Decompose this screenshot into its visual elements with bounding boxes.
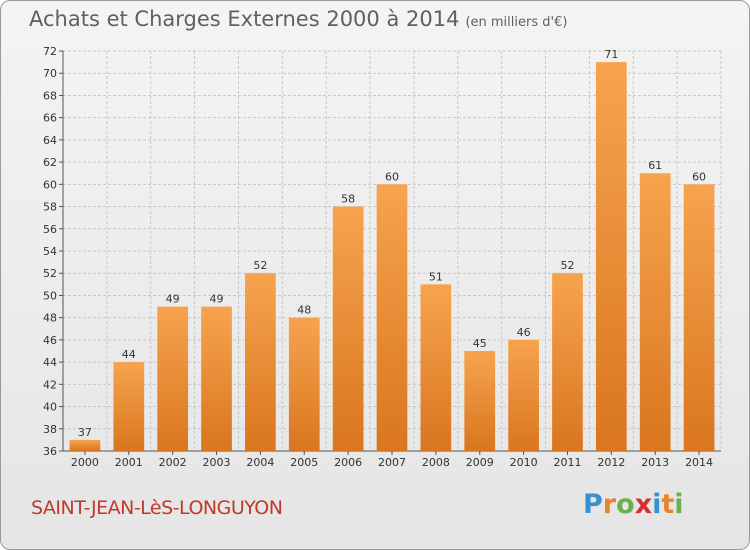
x-tick-label: 2004 <box>246 456 274 469</box>
chart-title: Achats et Charges Externes 2000 à 2014 (e… <box>29 7 567 31</box>
proxiti-logo: Proxiti <box>583 489 684 520</box>
x-tick-label: 2002 <box>159 456 187 469</box>
logo-letter: i <box>652 489 662 520</box>
value-label: 58 <box>341 193 355 206</box>
bar <box>595 62 627 451</box>
value-label: 49 <box>210 293 224 306</box>
y-tick-label: 52 <box>43 267 57 280</box>
y-tick-label: 40 <box>43 401 57 414</box>
value-label: 52 <box>253 259 267 272</box>
y-tick-label: 54 <box>43 245 57 258</box>
x-tick-label: 2014 <box>685 456 713 469</box>
logo-letter: o <box>616 489 635 520</box>
axes: 36 38 40 42 44 46 48 50 52 54 56 58 60 62 64 66 68 70 72 20… <box>43 45 721 469</box>
value-label: 44 <box>122 348 136 361</box>
value-label: 52 <box>560 259 574 272</box>
bars: 37 44 49 49 52 48 58 60 51 45 46 52 71 61 60 <box>69 48 715 452</box>
bar <box>113 362 145 451</box>
value-label: 51 <box>429 270 443 283</box>
y-tick-label: 72 <box>43 45 57 58</box>
logo-letter: x <box>634 489 653 520</box>
logo-letter: t <box>661 489 675 520</box>
y-tick-label: 70 <box>43 67 57 80</box>
y-tick-label: 60 <box>43 178 57 191</box>
y-tick-label: 46 <box>43 334 57 347</box>
x-tick-label: 2010 <box>510 456 538 469</box>
bar <box>69 439 101 451</box>
bar <box>464 351 496 451</box>
bar <box>639 173 671 451</box>
x-tick-label: 2006 <box>334 456 362 469</box>
value-label: 49 <box>166 293 180 306</box>
bar <box>288 317 320 451</box>
x-tick-label: 2013 <box>641 456 669 469</box>
unit-label: (en milliers d'€) <box>465 15 568 30</box>
bar <box>332 206 364 451</box>
x-tick-label: 2008 <box>422 456 450 469</box>
x-tick-label: 2000 <box>71 456 99 469</box>
title-text: Achats et Charges Externes 2000 à 2014 <box>29 7 460 31</box>
bar <box>245 273 276 451</box>
logo-letter: i <box>674 489 684 520</box>
value-label: 45 <box>473 337 487 350</box>
bar <box>683 184 715 452</box>
y-tick-label: 66 <box>43 112 57 125</box>
value-label: 37 <box>78 426 92 439</box>
logo-letter: P <box>583 489 603 520</box>
y-tick-label: 56 <box>43 223 57 236</box>
bar <box>157 306 189 451</box>
bar <box>508 339 539 451</box>
x-tick-label: 2005 <box>290 456 318 469</box>
y-tick-label: 64 <box>43 134 57 147</box>
bar <box>552 273 583 451</box>
commune-name: SAINT-JEAN-LèS-LONGUYON <box>31 497 283 519</box>
x-tick-label: 2011 <box>553 456 581 469</box>
y-tick-label: 36 <box>43 445 57 458</box>
value-label: 71 <box>604 48 618 61</box>
y-tick-label: 38 <box>43 423 57 436</box>
y-tick-label: 62 <box>43 156 57 169</box>
value-label: 46 <box>517 326 531 339</box>
value-label: 48 <box>297 304 311 317</box>
value-label: 60 <box>385 170 399 183</box>
bar <box>376 184 408 452</box>
x-tick-label: 2001 <box>115 456 143 469</box>
y-tick-label: 48 <box>43 312 57 325</box>
value-label: 61 <box>648 159 662 172</box>
y-tick-label: 44 <box>43 356 57 369</box>
logo-letter: r <box>602 489 617 520</box>
value-label: 60 <box>692 170 706 183</box>
y-tick-label: 50 <box>43 289 57 302</box>
y-tick-label: 58 <box>43 201 57 214</box>
y-tick-label: 68 <box>43 89 57 102</box>
y-tick-label: 42 <box>43 378 57 391</box>
x-tick-label: 2007 <box>378 456 406 469</box>
x-tick-label: 2003 <box>203 456 231 469</box>
x-tick-label: 2009 <box>466 456 494 469</box>
bar <box>420 284 452 451</box>
x-tick-label: 2012 <box>597 456 625 469</box>
bar <box>201 306 232 451</box>
